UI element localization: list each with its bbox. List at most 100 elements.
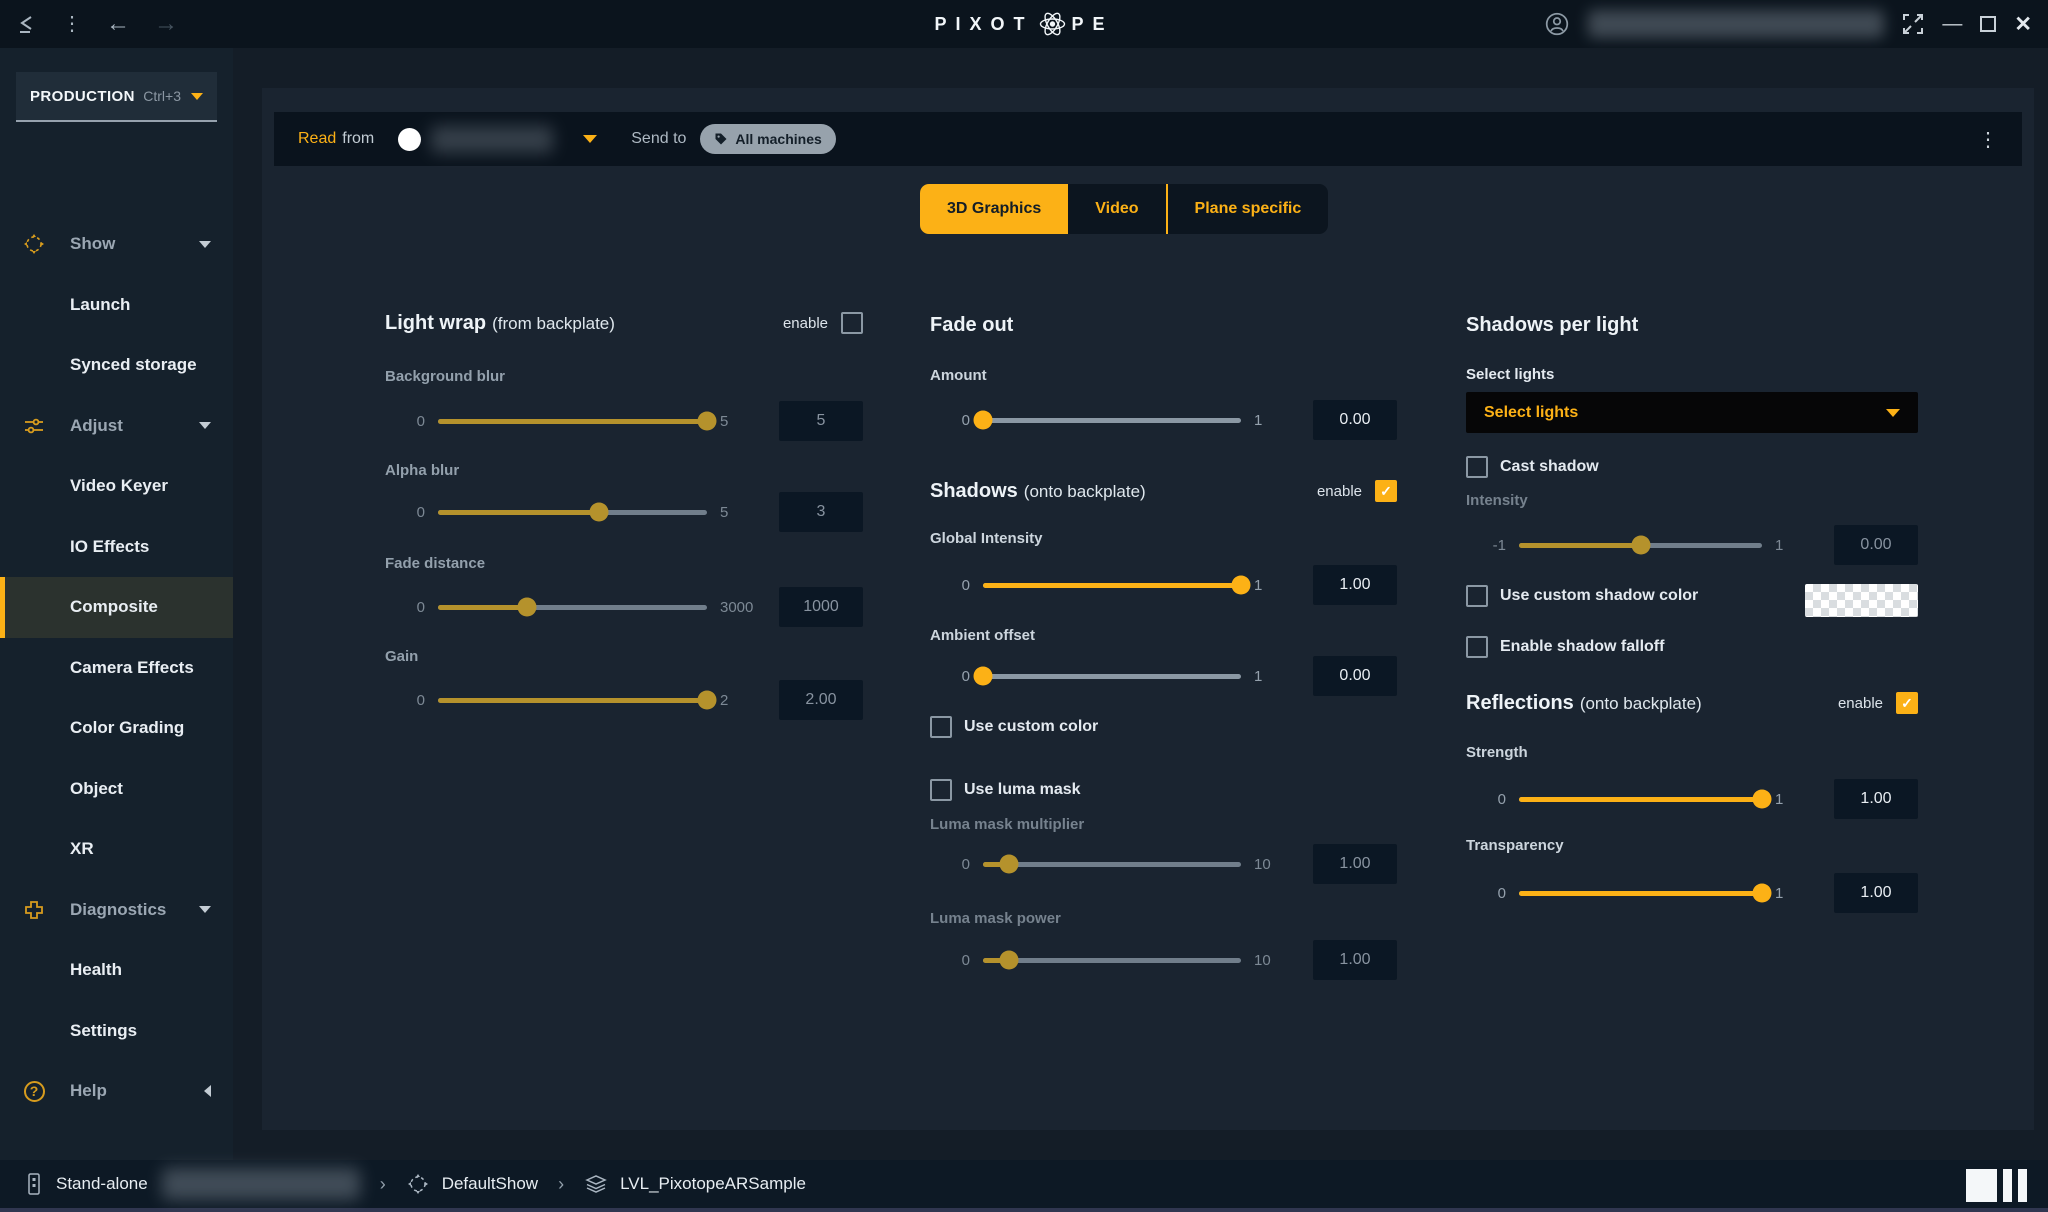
slider-value-input[interactable]: 1.00 [1834,779,1918,819]
screenshare-icon[interactable] [1902,13,1924,35]
slider-thumb[interactable] [1631,535,1650,555]
field-label: Transparency [1466,837,1564,854]
read-from-dropdown[interactable] [583,135,598,143]
slider-thumb[interactable] [517,597,537,617]
breadcrumb-separator: › [558,1173,565,1194]
slider-track[interactable] [1519,535,1762,555]
tab-video[interactable]: Video [1068,184,1166,234]
light-wrap-enable-checkbox[interactable]: enable [783,312,863,334]
cast-shadow-checkbox[interactable]: Cast shadow [1466,455,1918,479]
sidebar-item-synced-storage[interactable]: Synced storage [0,335,233,396]
slider-track[interactable] [438,502,707,522]
slider-value-input[interactable]: 0.00 [1834,525,1918,565]
sidebar-item-adjust[interactable]: Adjust [0,396,233,457]
checkbox-unchecked[interactable] [1466,456,1488,478]
slider-track[interactable] [1519,883,1772,903]
slider-value-input[interactable]: 1.00 [1313,844,1397,884]
sidebar-item-help[interactable]: ? Help [0,1061,233,1122]
slider-track[interactable] [438,690,717,710]
slider-track[interactable] [983,950,1241,970]
sidebar-item-label: Help [70,1081,107,1101]
slider-thumb[interactable] [1752,789,1772,809]
enable-shadow-falloff-checkbox[interactable]: Enable shadow falloff [1466,635,1918,659]
breadcrumb-show[interactable]: DefaultShow [441,1174,539,1193]
slider-track[interactable] [983,854,1241,874]
sidebar-item-object[interactable]: Object [0,759,233,820]
tab-plane-specific[interactable]: Plane specific [1165,184,1329,234]
breadcrumb-level[interactable]: LVL_PixotopeARSample [620,1174,806,1193]
all-machines-tag[interactable]: All machines [700,124,836,154]
mode-selector[interactable]: PRODUCTION Ctrl+3 [16,72,217,122]
sidebar-item-io-effects[interactable]: IO Effects [0,517,233,578]
sidebar-item-video-keyer[interactable]: Video Keyer [0,456,233,517]
layout-toggle-group [1966,1169,2027,1202]
collapse-sidebar-icon[interactable] [16,13,38,35]
slider-value-input[interactable]: 3 [779,492,863,532]
sidebar-item-color-grading[interactable]: Color Grading [0,698,233,759]
sidebar-item-camera-effects[interactable]: Camera Effects [0,638,233,699]
sidebar: PRODUCTION Ctrl+3 Show Launch [0,48,233,1160]
forward-arrow-icon[interactable]: → [154,10,178,37]
layout-panel-bar-button[interactable] [2003,1169,2012,1202]
checkbox-checked[interactable]: ✓ [1375,480,1397,502]
kebab-menu-icon[interactable]: ⋮ [62,13,82,35]
close-button[interactable]: ✕ [2014,12,2032,36]
slider-thumb[interactable] [999,950,1019,970]
slider-value-input[interactable]: 1.00 [1313,565,1397,605]
use-custom-color-checkbox[interactable]: Use custom color [930,715,1397,739]
back-arrow-icon[interactable]: ← [106,10,130,37]
checkbox-unchecked[interactable] [841,312,863,334]
slider-thumb[interactable] [973,666,993,686]
slider-thumb[interactable] [1231,575,1251,595]
slider-thumb[interactable] [589,502,609,522]
slider-track[interactable] [983,575,1251,595]
slider-track[interactable] [438,597,707,617]
reflections-enable-checkbox[interactable]: enable ✓ [1838,692,1918,714]
slider-value-input[interactable]: 0.00 [1313,400,1397,440]
toolbar-kebab-icon[interactable]: ⋮ [1978,128,1998,151]
checkbox-checked[interactable]: ✓ [1896,692,1918,714]
slider-thumb[interactable] [973,410,993,430]
field-label: Luma mask multiplier [930,816,1085,833]
shadow-color-swatch[interactable] [1805,584,1918,617]
slider-track[interactable] [438,411,717,431]
minimize-button[interactable]: — [1942,12,1963,35]
sidebar-item-label: Synced storage [70,355,197,375]
machine-status-dot [398,127,422,151]
sidebar-item-settings[interactable]: Settings [0,1001,233,1062]
slider-track[interactable] [1519,789,1772,809]
maximize-button[interactable] [1980,16,1997,32]
select-lights-dropdown[interactable]: Select lights [1466,392,1918,433]
slider-value-input[interactable]: 0.00 [1313,656,1397,696]
slider-value-input[interactable]: 1.00 [1313,940,1397,980]
slider-thumb[interactable] [1752,883,1772,903]
tab-3d-graphics[interactable]: 3D Graphics [920,184,1069,234]
checkbox-unchecked[interactable] [1466,636,1488,658]
slider-track[interactable] [973,410,1241,430]
sidebar-item-diagnostics[interactable]: Diagnostics [0,880,233,941]
sidebar-item-xr[interactable]: XR [0,819,233,880]
layout-panel-bar-button[interactable] [2018,1169,2027,1202]
use-custom-shadow-color-checkbox[interactable]: Use custom shadow color [1466,584,1698,608]
use-luma-mask-checkbox[interactable]: Use luma mask [930,778,1397,802]
checkbox-unchecked[interactable] [930,716,952,738]
slider-value-input[interactable]: 1000 [779,587,863,627]
sidebar-item-health[interactable]: Health [0,940,233,1001]
sidebar-item-composite[interactable]: Composite [0,577,233,638]
checkbox-unchecked[interactable] [1466,585,1488,607]
slider-value-input[interactable]: 1.00 [1834,873,1918,913]
slider-min-label: 0 [416,598,425,616]
checkbox-unchecked[interactable] [930,779,952,801]
sidebar-item-show[interactable]: Show [0,214,233,275]
slider-value-input[interactable]: 2.00 [779,680,863,720]
shadows-enable-checkbox[interactable]: enable ✓ [1317,480,1397,502]
slider-thumb[interactable] [697,411,717,431]
breadcrumb-machine[interactable]: Stand-alone [56,1174,148,1193]
slider-value-input[interactable]: 5 [779,401,863,441]
slider-thumb[interactable] [697,690,717,710]
sidebar-item-launch[interactable]: Launch [0,275,233,336]
layout-panel-large-button[interactable] [1966,1169,1997,1202]
slider-thumb[interactable] [999,854,1019,874]
slider-track[interactable] [973,666,1241,686]
user-account-icon[interactable] [1544,11,1570,37]
